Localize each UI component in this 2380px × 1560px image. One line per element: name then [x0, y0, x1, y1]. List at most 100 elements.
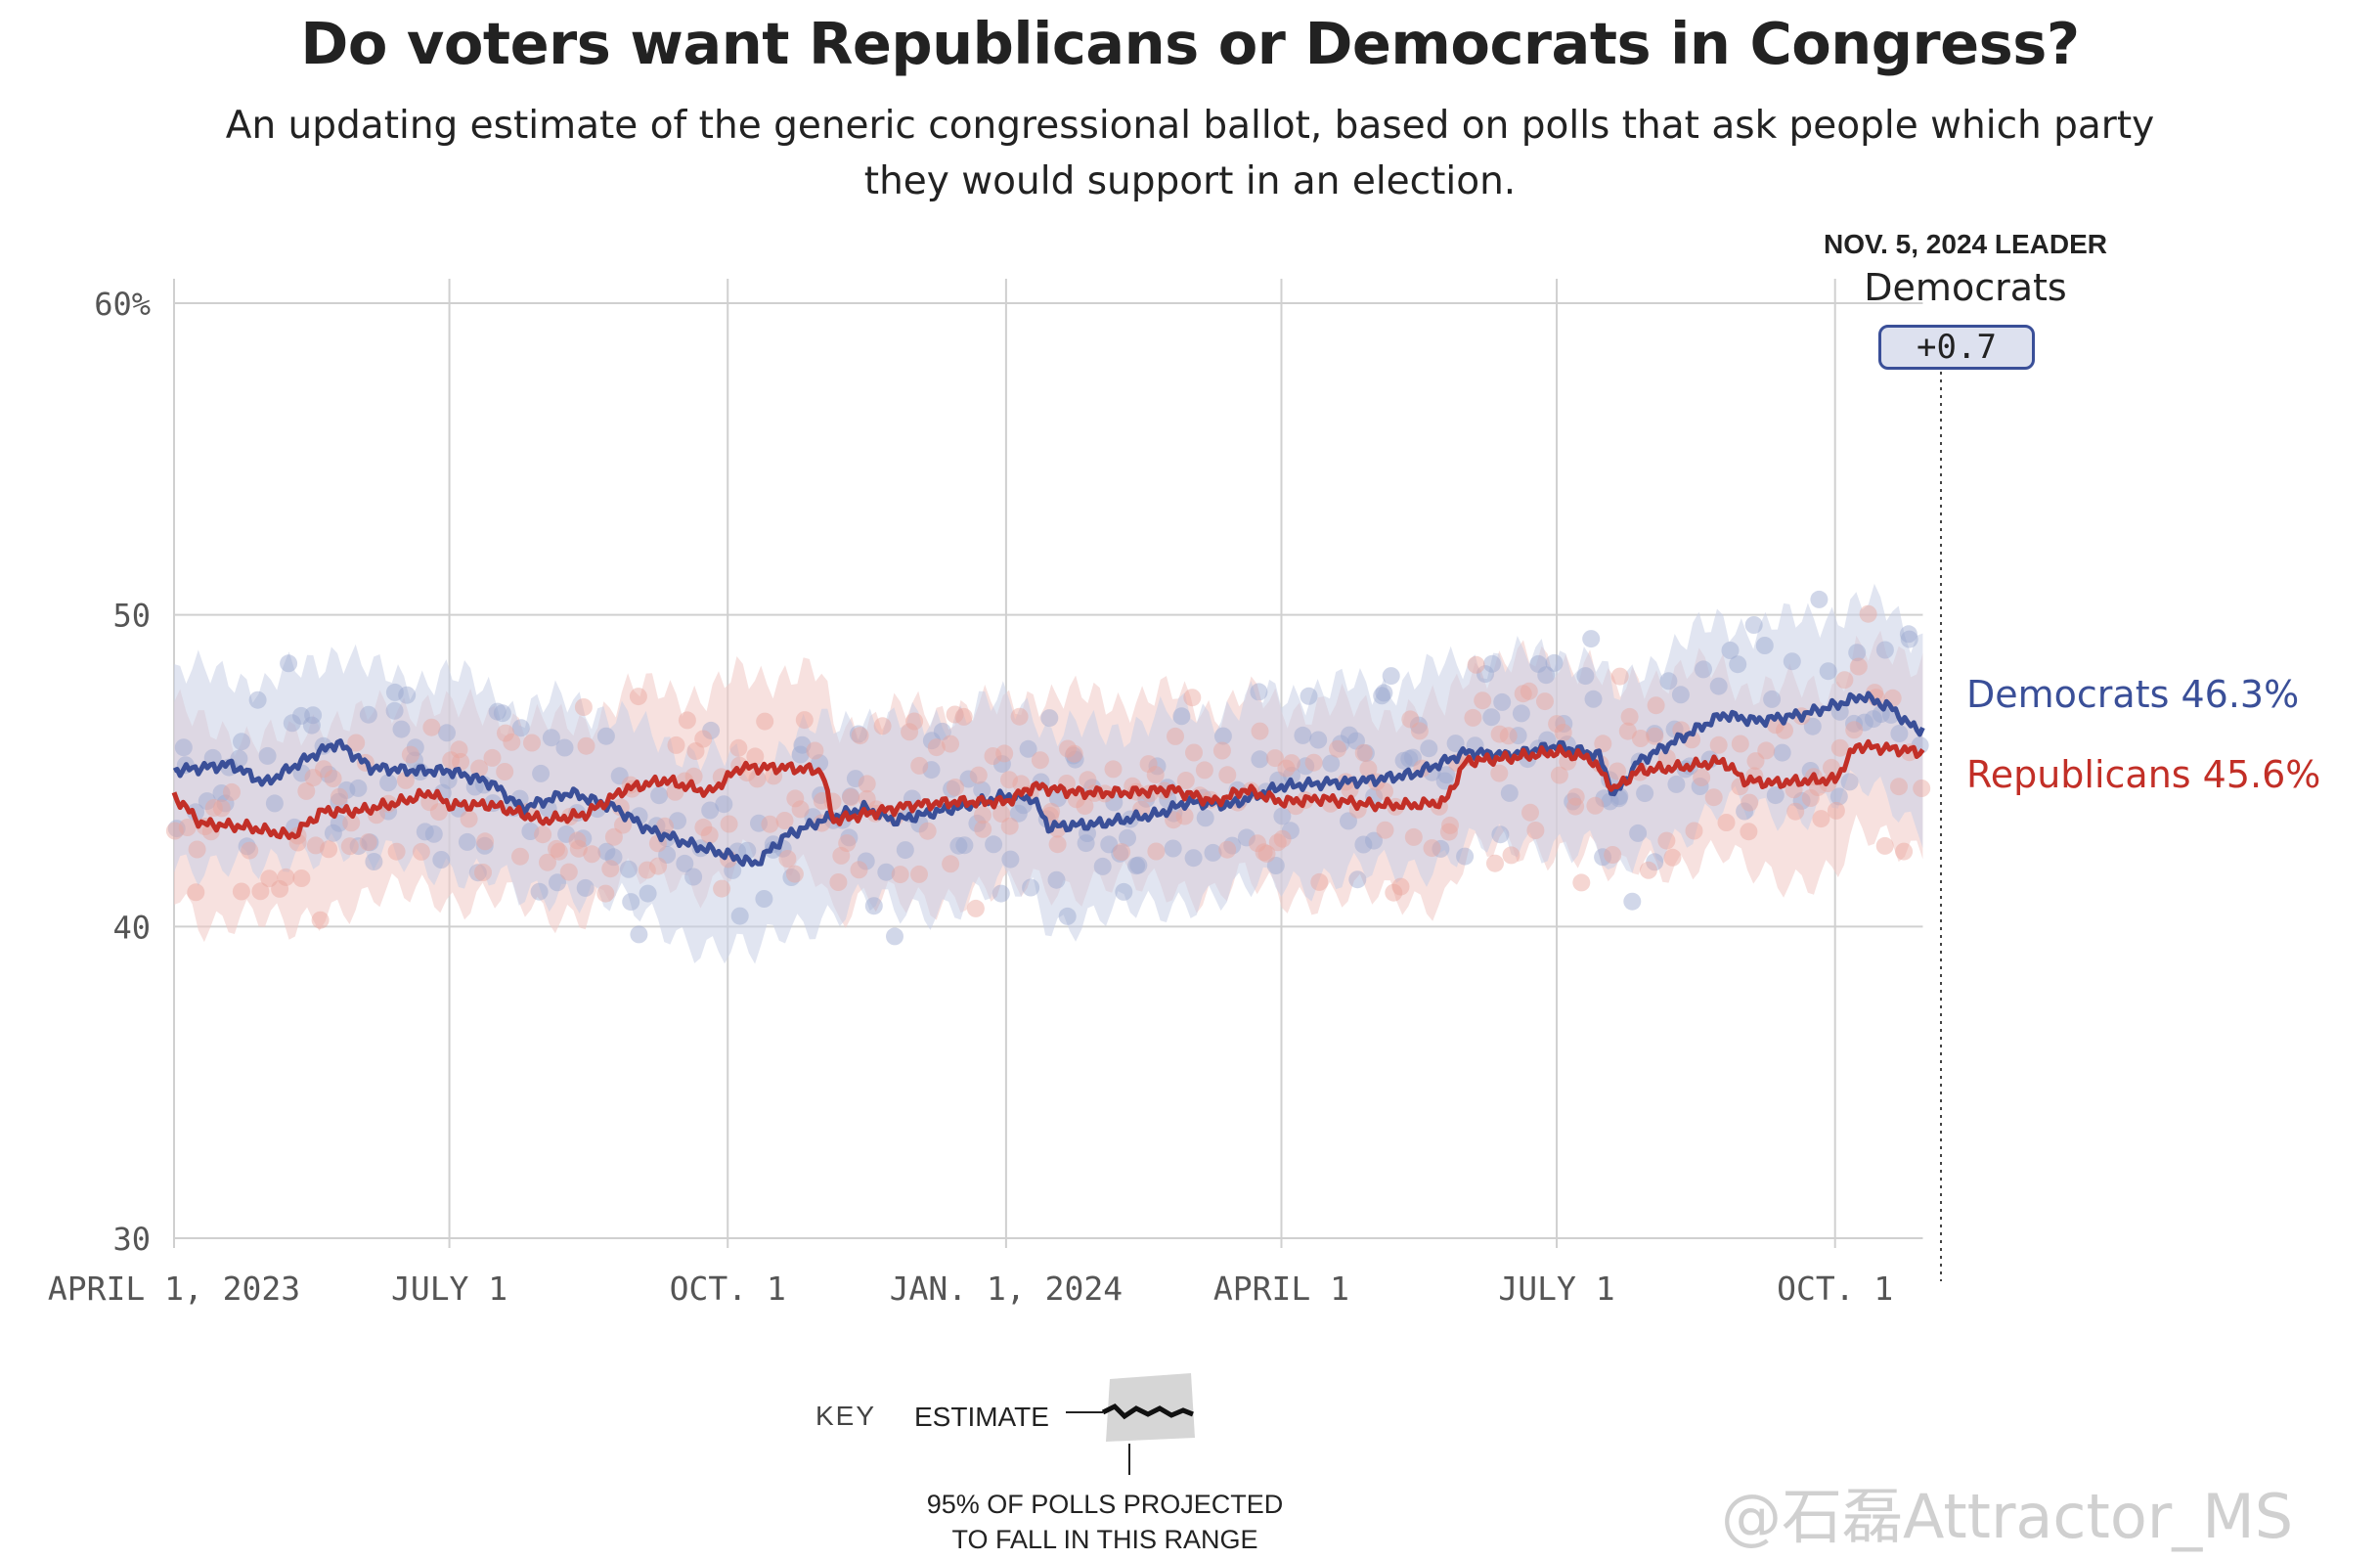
poll-dot: [1065, 744, 1083, 763]
poll-dot: [1341, 726, 1358, 744]
poll-dot: [943, 780, 961, 798]
poll-dot: [1566, 787, 1585, 806]
poll-dot: [416, 823, 434, 841]
poll-dot: [1500, 783, 1519, 802]
poll-dot: [955, 836, 974, 855]
poll-dot: [1566, 797, 1585, 816]
poll-dot: [1536, 692, 1554, 711]
poll-dot: [1776, 721, 1793, 739]
poll-dot: [724, 861, 742, 879]
poll-dot: [1382, 667, 1400, 686]
poll-dot: [412, 842, 430, 861]
poll-dot: [1129, 856, 1148, 874]
poll-dot: [1786, 802, 1805, 821]
poll-dot: [1467, 655, 1485, 674]
poll-dot: [756, 712, 774, 731]
poll-dot: [1717, 814, 1736, 831]
poll-dot: [1464, 708, 1482, 727]
poll-dot: [1491, 825, 1510, 844]
poll-dot: [398, 686, 417, 704]
poll-dot: [302, 716, 321, 735]
leader-label: NOV. 5, 2024 LEADER: [1824, 229, 2107, 259]
poll-dot: [959, 770, 978, 788]
poll-dot: [1022, 878, 1040, 897]
poll-dot: [1184, 849, 1203, 868]
poll-dot: [483, 748, 502, 767]
poll-dot: [1476, 665, 1494, 684]
poll-dot: [401, 745, 419, 764]
poll-dot: [720, 815, 738, 833]
poll-dot: [576, 878, 595, 897]
poll-dot: [1667, 775, 1686, 793]
poll-dot: [306, 836, 325, 855]
poll-dot: [532, 764, 551, 782]
poll-dot: [992, 805, 1011, 823]
poll-dot: [470, 759, 489, 778]
poll-dot: [1019, 739, 1037, 758]
poll-dot: [1148, 757, 1167, 776]
poll-dot: [347, 734, 366, 752]
poll-dot: [1899, 625, 1917, 644]
poll-dot: [385, 701, 404, 720]
poll-dot: [569, 839, 588, 858]
poll-dot: [629, 688, 647, 706]
poll-dot: [842, 788, 860, 807]
poll-dot: [1512, 704, 1530, 723]
poll-dot: [1376, 782, 1393, 800]
poll-dot: [248, 691, 267, 709]
poll-dot: [829, 873, 848, 891]
poll-dot: [1875, 836, 1894, 855]
poll-dot: [1391, 877, 1410, 896]
poll-dot: [1610, 667, 1629, 686]
poll-dot: [974, 820, 992, 838]
poll-dot: [1864, 710, 1882, 729]
poll-dot: [280, 654, 298, 673]
republicans-end-label: Republicans 45.6%: [1966, 753, 2321, 796]
poll-dot: [1064, 746, 1082, 765]
poll-dot: [841, 787, 859, 806]
poll-dot: [557, 825, 576, 843]
y-tick-label: 30: [112, 1221, 151, 1258]
poll-dot: [669, 812, 686, 830]
poll-dot: [1890, 725, 1909, 742]
poll-dot: [1237, 828, 1256, 847]
poll-dot: [946, 705, 964, 724]
poll-dot: [1740, 823, 1758, 841]
poll-dot: [649, 857, 668, 875]
poll-dot: [1520, 682, 1538, 700]
poll-dot: [974, 806, 992, 825]
poll-dot: [918, 822, 937, 840]
poll-dot: [359, 705, 377, 724]
poll-dot: [320, 765, 337, 783]
poll-dot: [1332, 735, 1350, 753]
poll-dot: [1218, 840, 1237, 859]
poll-dot: [1721, 642, 1740, 659]
poll-dot: [511, 847, 529, 866]
poll-dot: [304, 769, 323, 787]
poll-dot: [992, 755, 1011, 774]
poll-dot: [1572, 873, 1591, 892]
poll-dot: [973, 780, 992, 799]
poll-dot: [324, 770, 342, 787]
poll-dot: [1529, 654, 1548, 673]
poll-dot: [676, 854, 694, 872]
poll-dot: [1251, 750, 1269, 769]
poll-dot: [678, 711, 696, 730]
poll-dot: [1175, 807, 1194, 825]
poll-dot: [1521, 803, 1539, 822]
poll-dot: [658, 846, 677, 864]
poll-dot: [297, 781, 316, 800]
poll-dot: [1127, 857, 1146, 875]
poll-dot: [1354, 743, 1373, 762]
poll-dot: [574, 829, 593, 848]
poll-dot: [204, 799, 223, 817]
poll-dot: [877, 863, 896, 881]
poll-dot: [1486, 854, 1504, 872]
poll-dot: [927, 738, 946, 757]
poll-dot: [212, 784, 231, 802]
poll-dot: [1376, 821, 1394, 839]
poll-dot: [782, 869, 801, 886]
poll-dot: [188, 840, 206, 859]
y-tick-label: 50: [112, 598, 151, 635]
poll-dot: [1446, 735, 1465, 753]
